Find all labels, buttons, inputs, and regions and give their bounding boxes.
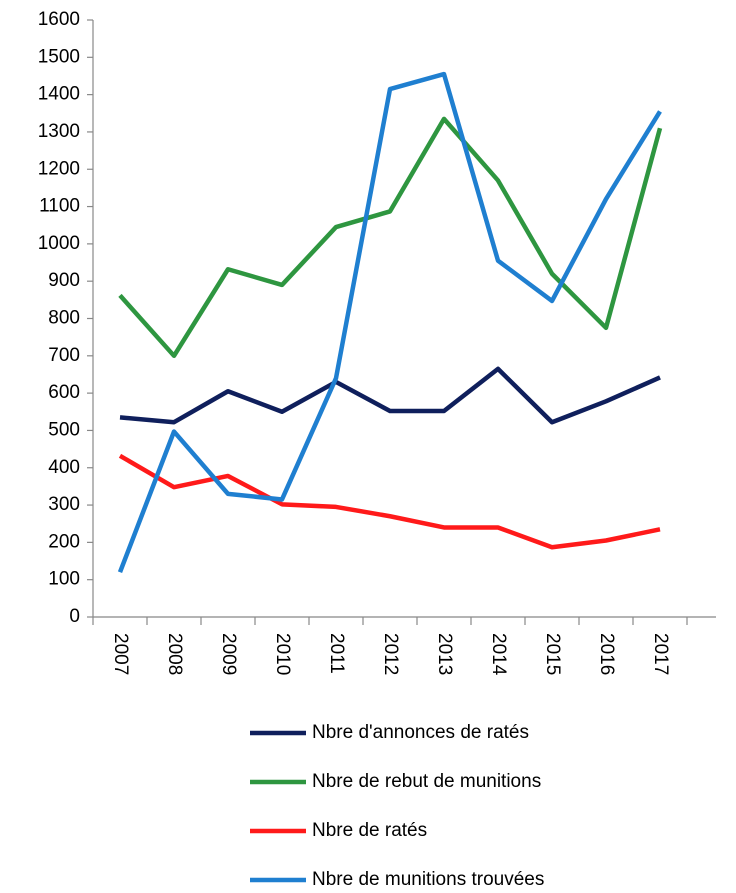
y-tick-label: 200 — [48, 531, 80, 552]
x-tick-label: 2017 — [650, 633, 671, 675]
y-tick-label: 400 — [48, 457, 80, 478]
y-tick-label: 300 — [48, 494, 80, 515]
y-tick-label: 1300 — [38, 121, 80, 142]
y-tick-label: 500 — [48, 419, 80, 440]
legend-label: Nbre de munitions trouvées — [312, 869, 544, 890]
x-tick-label: 2007 — [110, 633, 131, 675]
y-tick-label: 600 — [48, 382, 80, 403]
x-tick-label: 2011 — [326, 633, 347, 674]
y-tick-label: 0 — [69, 606, 80, 627]
y-tick-label: 700 — [48, 345, 80, 366]
x-tick-label: 2012 — [380, 633, 401, 675]
x-tick-label: 2015 — [542, 633, 563, 675]
x-tick-label: 2013 — [434, 633, 455, 675]
legend-label: Nbre de rebut de munitions — [312, 771, 541, 792]
x-tick-label: 2014 — [488, 633, 509, 676]
series-line — [118, 116, 663, 359]
x-tick-label: 2010 — [272, 633, 293, 675]
y-tick-label: 1600 — [38, 9, 80, 30]
series-line — [117, 71, 662, 574]
x-tick-label: 2008 — [164, 633, 185, 675]
x-tick-label: 2016 — [596, 633, 617, 675]
y-tick-label: 1000 — [38, 233, 80, 254]
y-tick-label: 1100 — [39, 196, 80, 217]
y-tick-label: 1400 — [38, 84, 80, 105]
x-tick-label: 2009 — [218, 633, 239, 675]
y-tick-label: 1200 — [38, 158, 80, 179]
series-line — [118, 453, 661, 550]
y-tick-label: 100 — [48, 569, 80, 590]
legend-label: Nbre de ratés — [312, 820, 427, 841]
y-tick-label: 1500 — [38, 46, 80, 67]
legend-label: Nbre d'annonces de ratés — [312, 722, 529, 743]
series-line — [119, 366, 661, 425]
y-tick-label: 800 — [48, 308, 80, 329]
y-tick-label: 900 — [48, 270, 80, 291]
